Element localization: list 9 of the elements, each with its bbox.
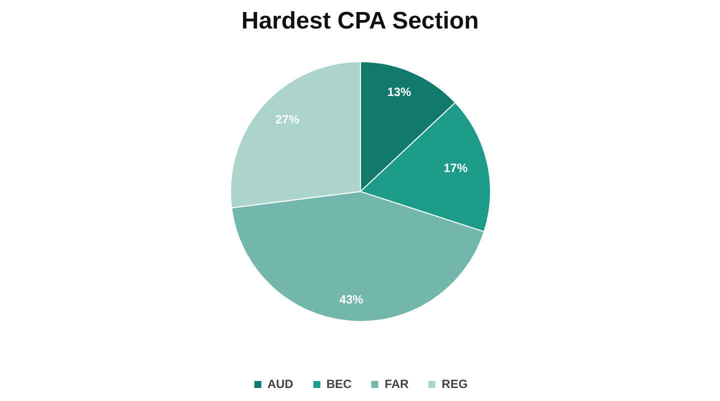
data-label: 17% [444, 160, 468, 175]
data-label: 13% [387, 84, 412, 99]
legend-label: REG [442, 377, 468, 391]
legend-label: AUD [267, 377, 294, 391]
legend-label: BEC [326, 377, 352, 391]
data-label: 27% [275, 112, 300, 127]
chart-title: Hardest CPA Section [241, 8, 479, 34]
data-label: 43% [339, 292, 364, 307]
legend-label: FAR [384, 377, 409, 391]
